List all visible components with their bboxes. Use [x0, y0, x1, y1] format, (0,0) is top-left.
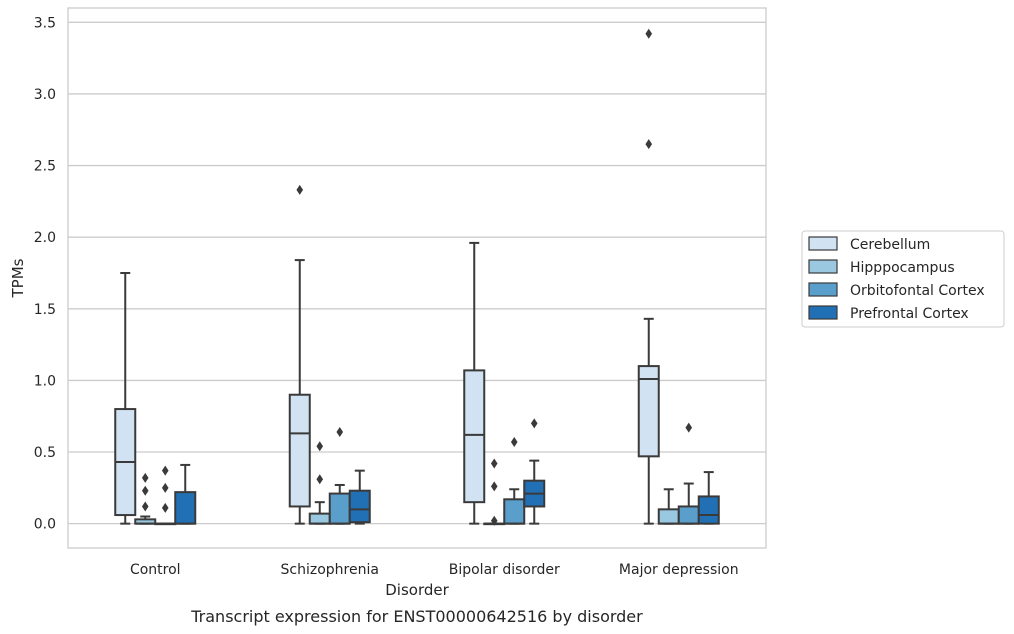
box-element: [523, 418, 546, 525]
box-element: [328, 426, 351, 525]
outlier-point: [685, 422, 693, 433]
x-tick-label: Schizophrenia: [281, 562, 379, 578]
x-tick-label: Major depression: [619, 562, 739, 578]
outlier-point: [161, 502, 169, 513]
y-axis-tick-labels: 0.0 0.5 1.0 1.5 2.0 2.5 3.0 3.5: [34, 15, 56, 532]
outlier-point: [510, 437, 518, 448]
box-element: [677, 422, 700, 525]
outlier-point: [490, 458, 498, 469]
y-tick-label: 2.0: [34, 230, 56, 246]
box: [677, 505, 700, 525]
y-axis-label: TPMs: [9, 258, 27, 298]
box: [328, 492, 351, 525]
box-element: [483, 458, 506, 526]
x-axis-tick-labels: Control Schizophrenia Bipolar disorder Majo…: [130, 562, 739, 578]
box-element: [174, 463, 197, 525]
y-tick-label: 0.0: [34, 517, 56, 533]
legend-entry: Prefrontal Cortex: [808, 305, 969, 322]
box-element: [697, 471, 720, 525]
y-tick-label: 3.0: [34, 87, 56, 103]
legend-frame: [801, 230, 1005, 328]
legend-swatch: [808, 282, 838, 297]
x-tick-label: Bipolar disorder: [449, 562, 560, 578]
legend-swatch: [808, 236, 838, 251]
outlier-point: [530, 418, 538, 429]
box: [308, 512, 331, 525]
chart-title: Transcript expression for ENST0000064251…: [190, 607, 643, 626]
legend-label: Orbitofontal Cortex: [850, 283, 985, 299]
box-group: [463, 241, 546, 526]
box: [637, 365, 660, 458]
box: [463, 369, 486, 504]
box-element: [308, 441, 331, 525]
box-element: [154, 465, 177, 526]
outlier-point: [161, 465, 169, 476]
legend-entry: Cerebellum: [808, 236, 930, 253]
outlier-point: [490, 515, 498, 526]
legend-label: Prefrontal Cortex: [850, 306, 969, 322]
outlier-point: [490, 481, 498, 492]
x-tick-label: Control: [130, 562, 181, 578]
legend-entry: Hipppocampus: [808, 259, 955, 276]
box-element: [463, 241, 486, 525]
outlier-point: [316, 441, 324, 452]
box-group: [114, 271, 197, 526]
box: [697, 495, 720, 525]
y-tick-label: 2.5: [34, 159, 56, 175]
y-tick-label: 1.5: [34, 302, 56, 318]
outlier-point: [336, 426, 344, 437]
box-element: [288, 184, 311, 525]
y-tick-label: 1.0: [34, 373, 56, 389]
outlier-point: [296, 184, 304, 195]
legend-entry: Orbitofontal Cortex: [808, 282, 985, 299]
gridlines: [68, 21, 766, 525]
outlier-point: [645, 139, 653, 150]
box-group: [637, 28, 720, 525]
outlier-point: [645, 28, 653, 39]
outlier-point: [141, 472, 149, 483]
box-element: [134, 472, 157, 525]
box-element: [637, 28, 660, 525]
box: [174, 491, 197, 525]
outlier-point: [316, 474, 324, 485]
plot-frame: [67, 7, 767, 549]
box: [288, 393, 311, 508]
box-group: [288, 184, 371, 525]
legend-swatch: [808, 259, 838, 274]
box-element: [657, 488, 680, 525]
outlier-point: [141, 501, 149, 512]
legend: Cerebellum Hipppocampus Orbitofontal Corte…: [801, 230, 1005, 328]
box-element: [348, 469, 371, 525]
box: [348, 489, 371, 524]
legend-label: Cerebellum: [850, 237, 930, 253]
box-element: [114, 271, 137, 525]
box-groups: [114, 28, 720, 526]
box: [657, 508, 680, 525]
box: [503, 498, 526, 525]
outlier-point: [161, 482, 169, 493]
outlier-point: [141, 485, 149, 496]
legend-swatch: [808, 305, 838, 320]
x-axis-label: Disorder: [385, 581, 449, 599]
y-tick-label: 3.5: [34, 15, 56, 31]
y-tick-label: 0.5: [34, 445, 56, 461]
legend-label: Hipppocampus: [850, 260, 955, 276]
box-element: [503, 437, 526, 525]
